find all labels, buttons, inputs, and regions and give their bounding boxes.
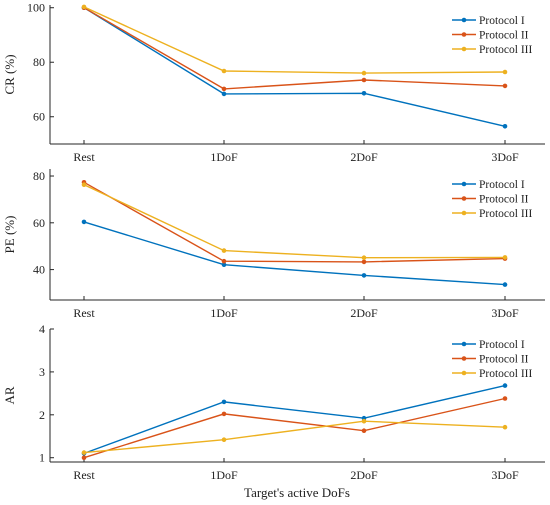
legend-label: Protocol II bbox=[479, 30, 529, 42]
legend-marker bbox=[461, 356, 467, 361]
legend-marker bbox=[461, 46, 467, 52]
y-tick-label: 80 bbox=[33, 169, 45, 183]
series-line-1 bbox=[83, 7, 506, 127]
x-tick-label: 3DoF bbox=[491, 150, 519, 164]
x-tick-label: 1DoF bbox=[210, 468, 238, 482]
data-point bbox=[221, 399, 227, 405]
series-line-3 bbox=[83, 420, 506, 454]
y-tick-label: 60 bbox=[33, 110, 45, 124]
chart-panel-1: 60 80 100 Rest 1DoF 2DoF 3DoF CR (%) Protocol I P… bbox=[2, 1, 545, 164]
y-tick-label: 1 bbox=[39, 451, 45, 465]
data-point bbox=[81, 455, 87, 461]
x-tick-label: 3DoF bbox=[491, 306, 519, 320]
legend-marker bbox=[461, 341, 467, 347]
y-tick-label: 80 bbox=[33, 55, 45, 69]
series-line-1 bbox=[83, 384, 506, 455]
series-line-3 bbox=[83, 6, 506, 74]
legend-marker bbox=[461, 196, 467, 201]
data-point bbox=[221, 86, 227, 92]
chart-panel-3: 1 2 3 4 Rest 1DoF 2DoF 3DoF AR Target's active Do… bbox=[2, 322, 545, 500]
data-point bbox=[361, 70, 367, 76]
data-point bbox=[221, 411, 227, 417]
legend-label: Protocol III bbox=[479, 208, 533, 220]
data-point bbox=[502, 124, 508, 129]
legend-marker bbox=[461, 32, 467, 37]
y-tick-label: 3 bbox=[39, 365, 45, 379]
data-point bbox=[221, 437, 227, 443]
legend-marker bbox=[461, 210, 467, 216]
chart-panel-2: 40 60 80 Rest 1DoF 2DoF 3DoF PE (%) Protocol I Pr… bbox=[2, 169, 545, 320]
data-point bbox=[361, 273, 367, 278]
data-point bbox=[502, 83, 508, 89]
data-point bbox=[502, 282, 508, 287]
data-point bbox=[221, 258, 227, 264]
legend-label: Protocol II bbox=[479, 194, 529, 206]
x-tick-label: 3DoF bbox=[491, 468, 519, 482]
y-axis-label: CR (%) bbox=[2, 54, 17, 94]
legend-label: Protocol I bbox=[479, 15, 525, 27]
legend-marker bbox=[461, 181, 467, 187]
data-point bbox=[502, 69, 508, 75]
legend-label: Protocol III bbox=[479, 44, 533, 56]
x-tick-label: 1DoF bbox=[210, 150, 238, 164]
data-point bbox=[502, 396, 508, 401]
data-point bbox=[221, 248, 227, 253]
data-point bbox=[361, 91, 367, 96]
data-point bbox=[81, 4, 87, 10]
data-point bbox=[361, 255, 367, 260]
data-point bbox=[81, 182, 87, 187]
x-tick-label: Rest bbox=[73, 468, 95, 482]
series-line-3 bbox=[83, 184, 506, 259]
series-line-2 bbox=[83, 397, 506, 459]
x-tick-label: 2DoF bbox=[350, 150, 378, 164]
data-point bbox=[81, 450, 87, 455]
x-tick-label: 2DoF bbox=[350, 468, 378, 482]
data-point bbox=[81, 219, 87, 225]
y-axis-label: PE (%) bbox=[2, 216, 17, 254]
y-tick-label: 100 bbox=[27, 1, 45, 15]
data-point bbox=[361, 428, 367, 434]
series-line-2 bbox=[83, 7, 506, 90]
series-line-1 bbox=[83, 221, 506, 286]
y-tick-label: 2 bbox=[39, 408, 45, 422]
legend-label: Protocol II bbox=[479, 354, 529, 366]
x-tick-label: 2DoF bbox=[350, 306, 378, 320]
x-tick-label: 1DoF bbox=[210, 306, 238, 320]
legend-label: Protocol III bbox=[479, 368, 533, 380]
data-point bbox=[221, 91, 227, 97]
data-point bbox=[502, 383, 508, 388]
legend-label: Protocol I bbox=[479, 179, 525, 191]
data-point bbox=[221, 68, 227, 74]
y-tick-label: 40 bbox=[33, 263, 45, 277]
legend-label: Protocol I bbox=[479, 339, 525, 351]
legend-marker bbox=[461, 17, 467, 23]
legend-marker bbox=[461, 370, 467, 376]
data-point bbox=[361, 418, 367, 424]
series-line-2 bbox=[83, 181, 506, 263]
data-point bbox=[502, 255, 508, 260]
x-tick-label: Rest bbox=[73, 306, 95, 320]
y-axis-label: AR bbox=[2, 386, 17, 404]
y-tick-label: 60 bbox=[33, 216, 45, 230]
data-point bbox=[361, 259, 367, 265]
y-tick-label: 4 bbox=[39, 322, 45, 336]
data-point bbox=[361, 77, 367, 83]
data-point bbox=[221, 262, 227, 268]
x-axis-label: Target's active DoFs bbox=[244, 485, 350, 500]
x-tick-label: Rest bbox=[73, 150, 95, 164]
data-point bbox=[502, 424, 508, 430]
